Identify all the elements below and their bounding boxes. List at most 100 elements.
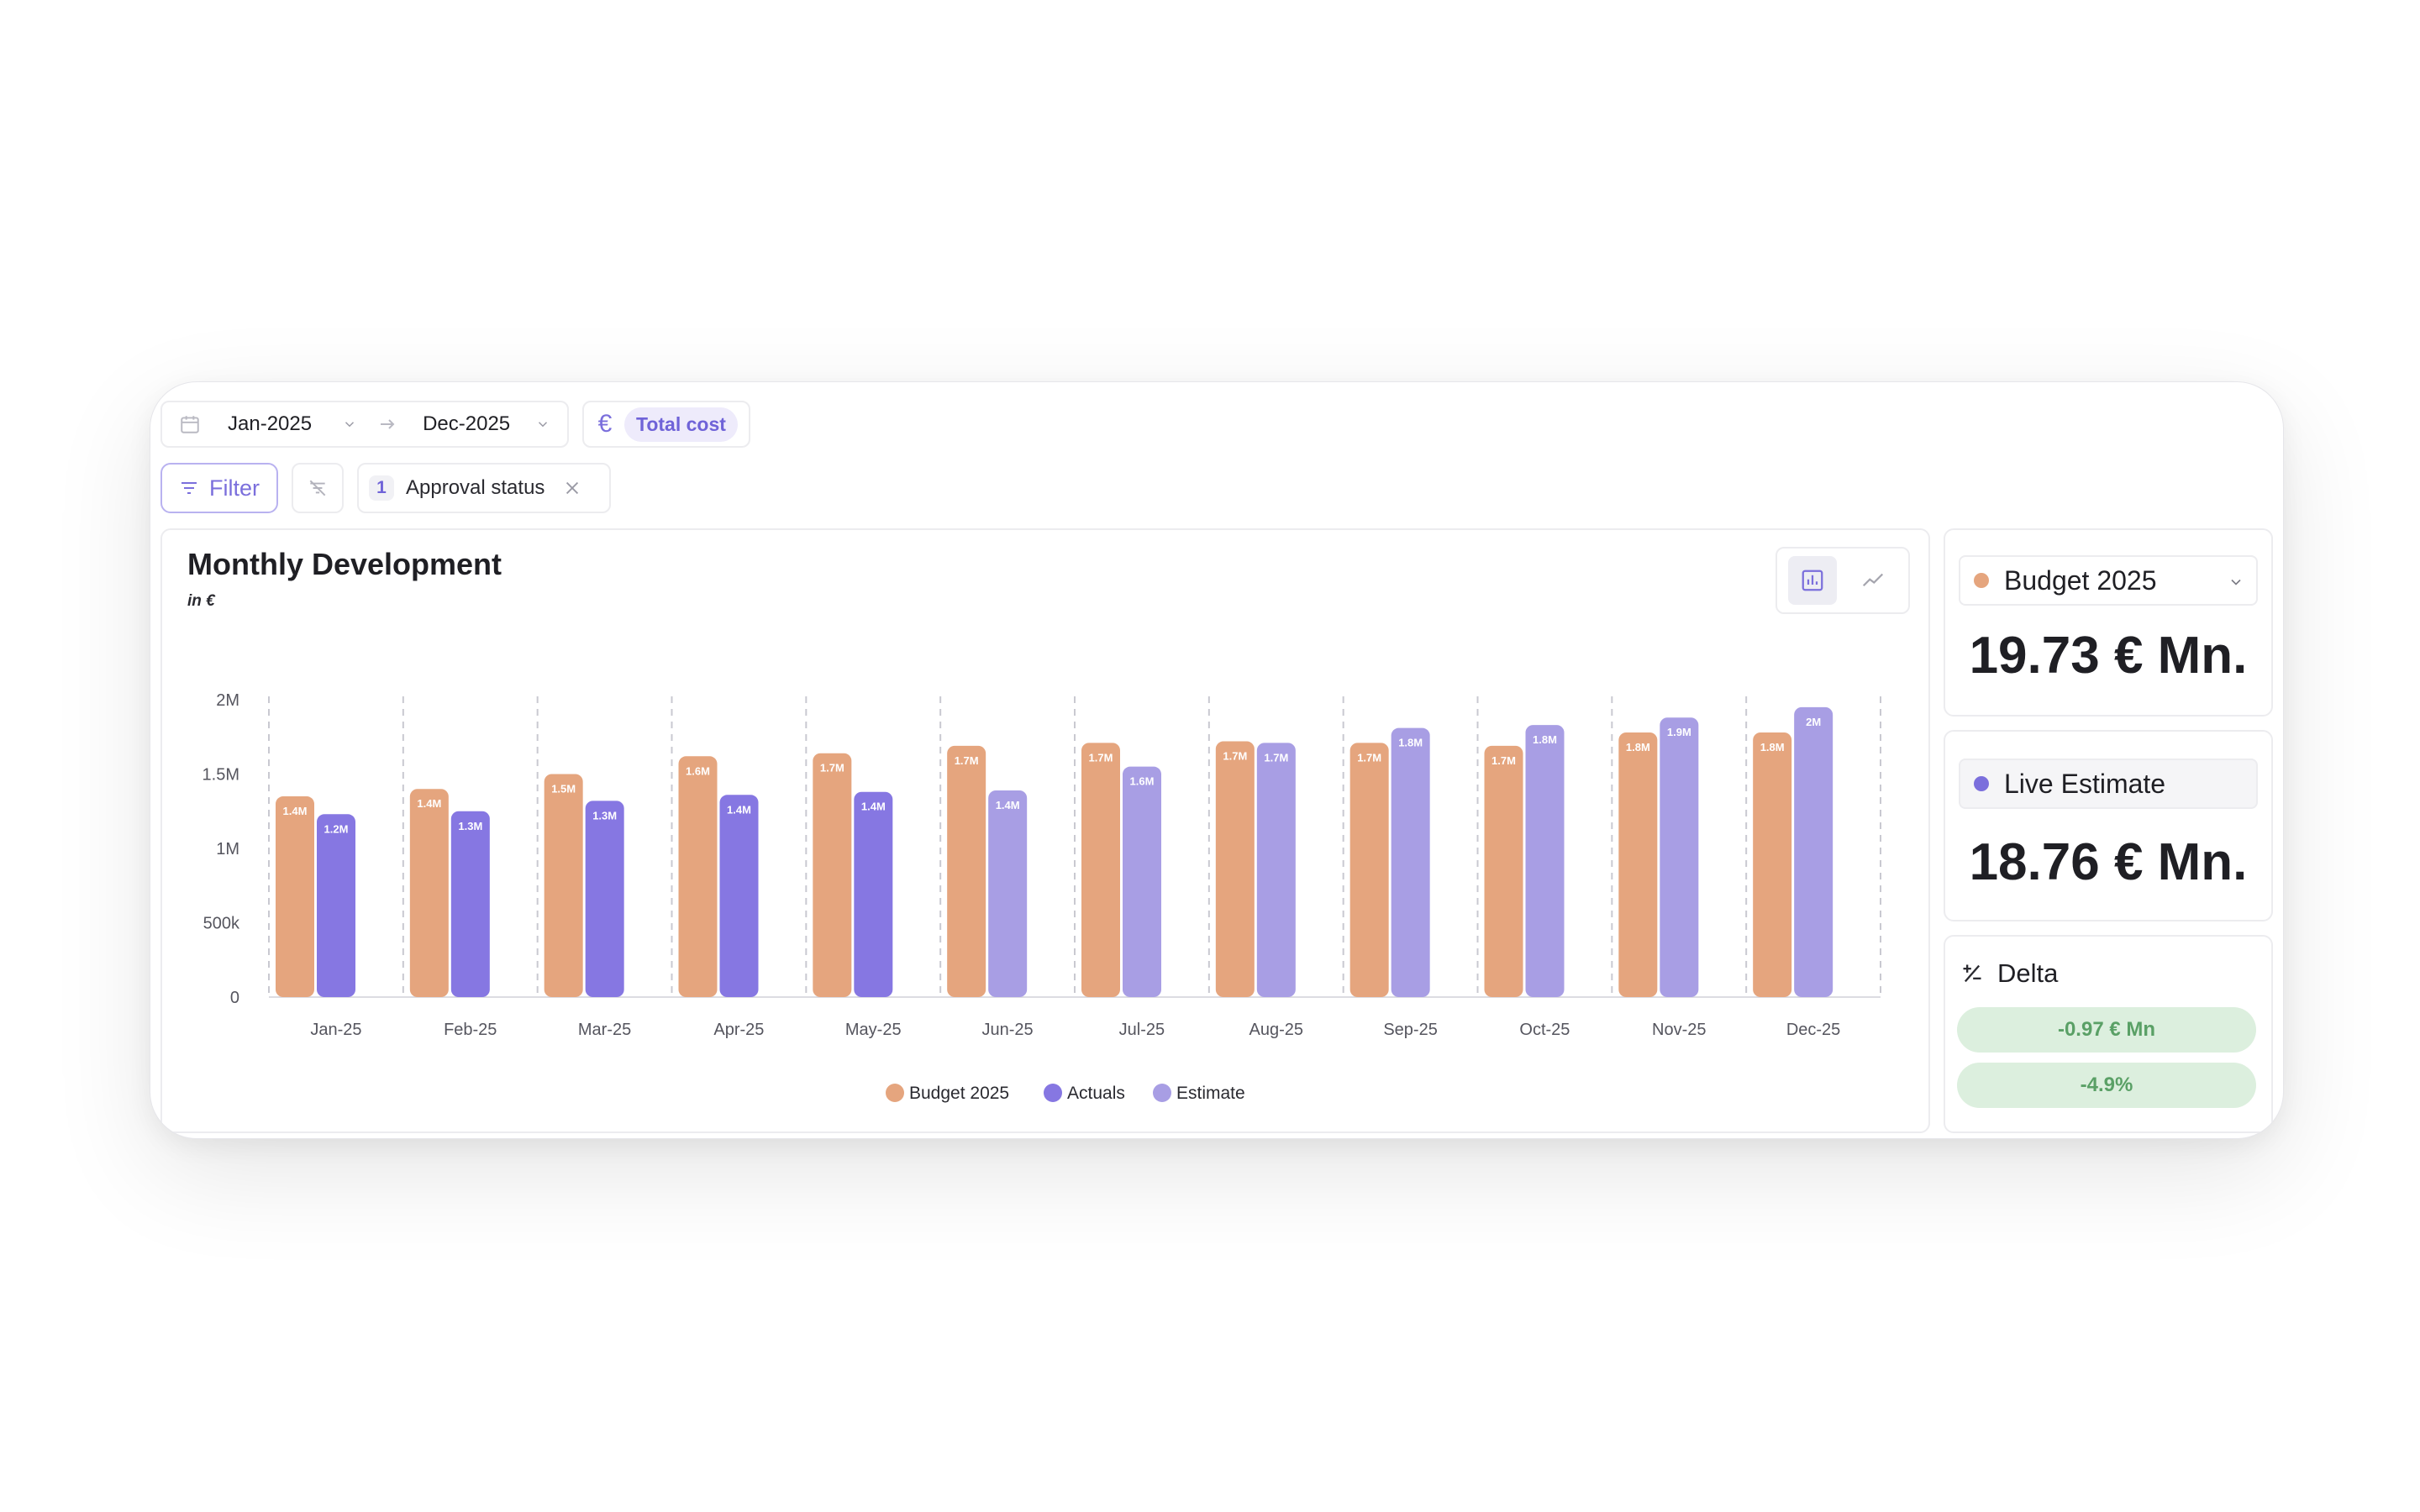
legend-label: Actuals <box>1067 1084 1125 1103</box>
budget-bar-label: 1.4M <box>417 797 441 810</box>
date-range-picker[interactable]: Jan-2025 Dec-2025 <box>160 401 569 448</box>
budget-bar <box>1081 743 1120 997</box>
budget-bar-label: 1.7M <box>955 754 979 767</box>
x-tick-label: Mar-25 <box>578 1021 631 1039</box>
line-chart-icon <box>1862 573 1883 587</box>
budget-bar-label: 1.7M <box>1357 751 1381 764</box>
euro-icon: € <box>597 410 613 438</box>
budget-bar-label: 1.5M <box>551 783 576 795</box>
x-tick-label: Jun-25 <box>982 1021 1034 1039</box>
monthly-development-panel: 0 500k 1M 1.5M 2M 1.4M 1.2M Jan-25 1.4M 1.3M Feb-2… <box>160 528 1930 1133</box>
budget-kpi-card: Budget 2025 19.73 € Mn. <box>1944 528 2273 717</box>
actuals-bar-label: 1.3M <box>458 820 482 832</box>
actuals-bar <box>719 795 759 997</box>
line-chart-toggle[interactable] <box>1849 556 1897 605</box>
estimate-bar <box>1525 725 1565 997</box>
delta-absolute-badge: -0.97 € Mn <box>1957 1007 2256 1053</box>
actuals-bar <box>854 791 893 997</box>
actuals-bar <box>585 801 624 997</box>
budget-bar <box>947 745 986 997</box>
budget-bar <box>1618 732 1658 997</box>
x-tick-label: Sep-25 <box>1383 1021 1438 1039</box>
budget-bar-label: 1.4M <box>283 805 308 817</box>
legend-swatch <box>1153 1084 1171 1102</box>
budget-bar <box>276 796 314 997</box>
budget-bar-label: 1.8M <box>1626 741 1650 753</box>
live-estimate-dot <box>1974 776 1989 791</box>
live-estimate-label: Live Estimate <box>2004 768 2166 799</box>
chevron-down-icon[interactable] <box>535 417 550 432</box>
delta-header: Delta <box>1960 958 2058 989</box>
budget-bar-label: 1.7M <box>1491 754 1516 767</box>
chart-type-toggle[interactable] <box>1776 547 1910 614</box>
actuals-bar-label: 1.4M <box>727 803 751 816</box>
y-tick-label: 500k <box>203 915 240 933</box>
y-tick-label: 0 <box>230 989 239 1007</box>
filter-button[interactable]: Filter <box>160 463 278 513</box>
y-tick-label: 2M <box>216 691 239 710</box>
date-to[interactable]: Dec-2025 <box>423 412 511 435</box>
delta-label: Delta <box>1997 958 2059 988</box>
budget-version-select[interactable]: Budget 2025 <box>1959 555 2258 606</box>
estimate-bar-label: 1.7M <box>1264 751 1288 764</box>
chevron-down-icon[interactable] <box>342 417 357 432</box>
legend-label: Estimate <box>1176 1084 1245 1103</box>
metric-pill[interactable]: Total cost <box>624 407 738 442</box>
metric-selector[interactable]: € Total cost <box>582 401 750 448</box>
budget-bar <box>409 789 449 997</box>
clear-filters-button[interactable] <box>292 463 344 513</box>
live-estimate-kpi-card: Live Estimate 18.76 € Mn. <box>1944 730 2273 921</box>
estimate-bar-label: 2M <box>1806 716 1821 728</box>
budget-bar <box>1215 741 1255 997</box>
x-tick-label: Oct-25 <box>1519 1021 1570 1039</box>
budget-bar <box>1349 743 1389 997</box>
actuals-bar-label: 1.2M <box>324 822 349 835</box>
estimate-bar <box>1660 717 1699 997</box>
estimate-bar-label: 1.9M <box>1667 726 1691 738</box>
bar-chart: 0 500k 1M 1.5M 2M 1.4M 1.2M Jan-25 1.4M 1.3M Feb-2… <box>203 691 1881 1103</box>
budget-kpi-value: 19.73 € Mn. <box>1969 627 2248 685</box>
budget-bar <box>813 753 852 997</box>
approval-status-chip[interactable]: 1 Approval status <box>357 463 611 513</box>
budget-bar-label: 1.8M <box>1760 741 1785 753</box>
budget-bar <box>678 756 718 997</box>
chip-label: Approval status <box>406 476 545 499</box>
panel-subtitle: in € <box>187 592 215 610</box>
budget-bar-label: 1.6M <box>686 764 710 777</box>
close-icon[interactable] <box>563 479 581 497</box>
actuals-bar-label: 1.3M <box>592 809 617 822</box>
estimate-bar <box>988 790 1028 997</box>
calendar-icon <box>181 416 199 433</box>
y-tick-label: 1.5M <box>203 766 239 785</box>
live-estimate-value: 18.76 € Mn. <box>1969 833 2248 891</box>
bar-chart-icon <box>1802 570 1823 591</box>
chevron-down-icon[interactable] <box>2228 574 2244 591</box>
estimate-bar-label: 1.6M <box>1130 775 1155 788</box>
live-estimate-select: Live Estimate <box>1959 759 2258 809</box>
legend-swatch <box>886 1084 904 1102</box>
estimate-bar <box>1391 727 1430 997</box>
estimate-bar-label: 1.8M <box>1533 733 1557 746</box>
date-from[interactable]: Jan-2025 <box>228 412 313 435</box>
bar-chart-toggle[interactable] <box>1788 556 1838 605</box>
actuals-bar <box>317 814 355 997</box>
dashboard-card: Jan-2025 Dec-2025 € Total cost Filter 1 … <box>150 381 2284 1139</box>
x-tick-label: Nov-25 <box>1652 1021 1706 1039</box>
y-tick-label: 1M <box>216 840 239 858</box>
x-tick-label: Aug-25 <box>1249 1021 1304 1039</box>
estimate-bar <box>1256 743 1296 997</box>
plus-minus-icon <box>1963 964 1981 983</box>
estimate-bar-label: 1.8M <box>1398 737 1423 749</box>
legend-label: Budget 2025 <box>909 1084 1009 1103</box>
actuals-bar-label: 1.4M <box>861 801 886 813</box>
delta-kpi-card: Delta -0.97 € Mn -4.9% <box>1944 935 2273 1133</box>
legend-swatch <box>1044 1084 1062 1102</box>
x-tick-label: Dec-25 <box>1786 1021 1840 1039</box>
budget-bar <box>1753 732 1792 997</box>
filter-off-icon <box>309 480 326 496</box>
arrow-right-icon <box>381 419 395 429</box>
x-tick-label: May-25 <box>845 1021 902 1039</box>
estimate-bar-label: 1.4M <box>996 799 1020 811</box>
x-tick-label: Apr-25 <box>713 1021 764 1039</box>
budget-bar <box>1484 745 1523 997</box>
